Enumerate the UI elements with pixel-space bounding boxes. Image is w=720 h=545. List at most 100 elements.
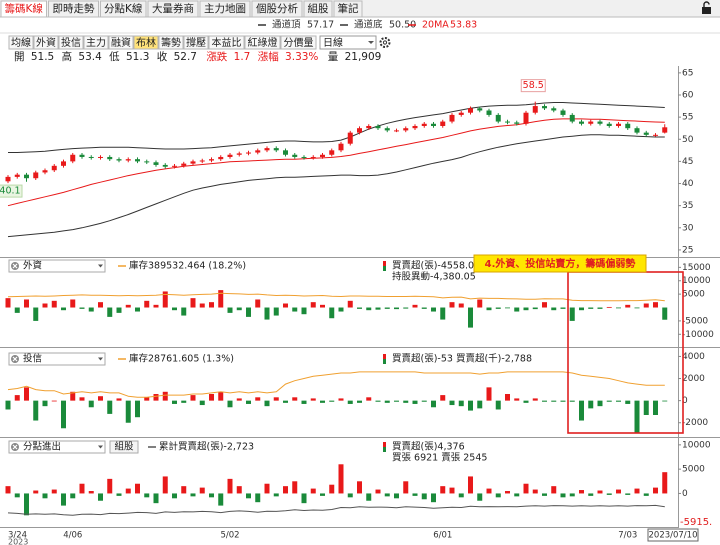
candle-body (384, 128, 390, 131)
bar (616, 489, 621, 494)
bar (551, 307, 557, 311)
bar (412, 304, 418, 308)
panel-button[interactable] (109, 440, 139, 454)
toolbar-button-label[interactable]: 分價量 (284, 36, 314, 49)
toolbar-button-label[interactable]: 融資 (111, 37, 131, 49)
toolbar-button[interactable] (83, 35, 109, 50)
bar (125, 400, 131, 423)
candle-body (190, 161, 196, 164)
tab[interactable] (0, 0, 47, 18)
panel-button-label[interactable]: 組股 (114, 441, 134, 453)
tab[interactable] (199, 0, 251, 18)
toolbar-button[interactable] (133, 35, 159, 50)
close-icon-x (12, 444, 18, 450)
tab[interactable] (251, 0, 303, 18)
bar (662, 307, 668, 320)
candle-body (468, 108, 473, 113)
tab-label[interactable]: 籌碼K線 (5, 2, 44, 15)
panel-dropdown-label[interactable]: 外資 (23, 260, 42, 272)
toolbar-button-label[interactable]: 布林 (136, 36, 156, 49)
quote-label: 收 (157, 50, 168, 63)
bar (468, 307, 473, 328)
bar (357, 481, 362, 494)
tab[interactable] (147, 0, 199, 18)
toolbar-button[interactable] (208, 35, 245, 50)
candle-body (135, 159, 140, 162)
bar (14, 493, 20, 498)
toolbar-button-label[interactable]: 撐壓 (186, 36, 206, 49)
bar (347, 400, 353, 404)
panel-dropdown-label[interactable]: 投信 (23, 353, 42, 365)
toolbar-button[interactable] (244, 35, 281, 50)
legend-label: 累計買賣超(張)-2,723 (159, 441, 254, 453)
interval-dropdown[interactable] (319, 35, 377, 50)
x-tick-label: 6/01 (433, 531, 452, 541)
y-tick-label: 40 (682, 179, 694, 189)
bar (5, 298, 11, 308)
toolbar-button-label[interactable]: 投信 (61, 36, 81, 49)
bar (283, 486, 288, 494)
toolbar: 均線 外資 投信 主力 融資 布林 籌勢 撐壓 本益比 紅綠燈 分價量 日線 (8, 35, 391, 50)
toolbar-button[interactable] (33, 35, 59, 50)
tab[interactable] (48, 0, 99, 18)
tab-label[interactable]: 筆記 (338, 2, 359, 15)
bar (431, 493, 436, 503)
bar (625, 400, 631, 404)
panel-dropdown-label[interactable]: 分點進出 (23, 441, 61, 453)
bar (107, 478, 113, 494)
toolbar-button-label[interactable]: 均線 (11, 36, 31, 49)
bar (421, 493, 427, 500)
bar (625, 493, 631, 495)
toolbar-button[interactable] (8, 35, 34, 50)
bar (569, 400, 575, 402)
bar (532, 307, 538, 310)
toolbar-button-label[interactable]: 主力 (86, 36, 106, 49)
toolbar-button-label[interactable]: 本益比 (212, 36, 242, 49)
tab-label[interactable]: 即時走勢 (53, 2, 95, 15)
bar (79, 483, 85, 494)
toolbar-button-label[interactable]: 籌勢 (161, 36, 181, 49)
candle-body (514, 122, 520, 124)
bar (42, 400, 48, 407)
lock-icon[interactable] (702, 1, 711, 14)
bar (116, 307, 122, 313)
tab[interactable] (100, 0, 147, 18)
bar (33, 307, 39, 321)
panel-dropdown[interactable] (8, 259, 106, 273)
settings-icon[interactable] (379, 37, 391, 48)
tab-label[interactable]: 大量券商 (152, 2, 194, 15)
tab-label[interactable]: 分點K線 (104, 2, 143, 15)
tab[interactable] (303, 0, 333, 18)
bar (384, 307, 390, 309)
toolbar-button[interactable] (280, 35, 317, 50)
toolbar-button[interactable] (108, 35, 134, 50)
interval-dropdown-label[interactable]: 日線 (323, 36, 343, 49)
dropdown-caret (98, 445, 103, 449)
bar (264, 400, 270, 407)
bar (495, 307, 501, 309)
toolbar-button-label[interactable]: 外資 (36, 37, 56, 49)
tab[interactable] (333, 0, 363, 18)
y-tick-label: 50 (682, 135, 694, 145)
quote-value: 3.33% (285, 51, 318, 63)
bar (616, 400, 621, 402)
bar (292, 307, 298, 312)
bar (218, 290, 224, 308)
bar (209, 493, 214, 498)
panel-dropdown[interactable] (8, 440, 106, 454)
tab-label[interactable]: 個股分析 (256, 2, 298, 15)
toolbar-button[interactable] (158, 35, 184, 50)
panel-dropdown[interactable] (8, 352, 106, 366)
bar (384, 400, 390, 403)
toolbar-button-label[interactable]: 紅綠燈 (248, 37, 278, 49)
bar (560, 307, 566, 309)
tab-label[interactable]: 組股 (308, 2, 329, 15)
panel-note: 買賣超(張)4,376 (392, 441, 465, 453)
bar (135, 400, 140, 418)
tab-label[interactable]: 主力地圖 (204, 2, 246, 15)
toolbar-button[interactable] (183, 35, 209, 50)
candle-body (449, 114, 455, 122)
candle-body (560, 110, 566, 115)
candle-body (283, 150, 288, 155)
toolbar-button[interactable] (58, 35, 84, 50)
